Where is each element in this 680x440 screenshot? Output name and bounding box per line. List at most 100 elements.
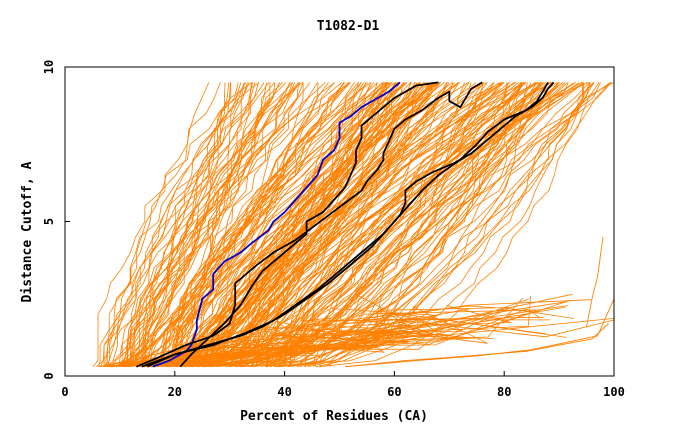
axis-ticks: 0 20 40 60 80 100 0 5 10 [42, 60, 625, 399]
reference-curves [136, 81, 555, 368]
x-axis-label: Percent of Residues (CA) [240, 409, 428, 424]
background-curve [202, 82, 416, 368]
outlier-curve [586, 236, 604, 327]
background-curve [151, 297, 524, 368]
background-curve [124, 316, 544, 368]
reference-curve [146, 81, 549, 368]
background-curve [144, 82, 344, 367]
background-curve [130, 82, 280, 367]
background-curve [130, 82, 326, 367]
background-curve [174, 82, 385, 367]
background-curve [167, 82, 378, 367]
background-curve [142, 309, 421, 368]
y-tick-label: 0 [42, 372, 56, 379]
background-curve [203, 82, 398, 367]
background-curve [260, 82, 560, 368]
background-curve [193, 82, 442, 367]
background-curve [207, 82, 484, 368]
background-curve [161, 82, 404, 368]
x-tick-label: 0 [61, 385, 68, 399]
background-curve [158, 82, 362, 367]
background-curve [160, 82, 329, 367]
x-tick-label: 80 [497, 385, 511, 399]
x-tick-label: 40 [277, 385, 291, 399]
background-curve [110, 82, 245, 368]
background-curves [92, 82, 615, 368]
background-curve [216, 82, 435, 367]
background-curve [189, 334, 453, 368]
background-curve [119, 82, 247, 367]
background-curve [105, 82, 265, 367]
background-curve [153, 305, 568, 368]
reference-curve [136, 81, 483, 368]
background-curve [157, 308, 540, 368]
background-curve [136, 82, 293, 367]
x-tick-label: 60 [387, 385, 401, 399]
background-curve [173, 82, 400, 367]
background-curve [235, 82, 591, 368]
background-curve [111, 326, 494, 368]
background-curve [126, 82, 284, 367]
background-curve [183, 82, 418, 368]
background-curve [308, 82, 583, 368]
background-curve [190, 82, 436, 368]
background-curve [175, 82, 384, 367]
background-curve [181, 82, 372, 367]
y-axis-label: Distance Cutoff, A [20, 161, 35, 302]
background-curve [198, 310, 536, 368]
background-curve [252, 82, 465, 368]
background-curve [119, 82, 287, 367]
background-curve [206, 82, 477, 367]
x-tick-label: 20 [168, 385, 182, 399]
highlight-curve [152, 81, 401, 368]
outlier-curve [344, 298, 615, 368]
background-curve [146, 82, 392, 367]
background-curve [270, 82, 515, 367]
background-curve [319, 82, 600, 368]
background-curve [121, 82, 293, 367]
background-curve [112, 82, 259, 367]
background-curve [195, 318, 615, 368]
background-curve [236, 82, 523, 368]
reference-curve [179, 81, 439, 368]
background-curve [177, 82, 396, 367]
background-curve [240, 82, 488, 367]
background-curve [277, 82, 543, 368]
background-curve [107, 82, 245, 367]
x-tick-label: 100 [603, 385, 625, 399]
background-curve [279, 82, 559, 367]
background-curve [175, 82, 365, 367]
background-curve [202, 82, 538, 368]
background-curve [168, 307, 509, 368]
background-curve [132, 82, 281, 367]
background-curve [205, 82, 440, 367]
background-curve [135, 82, 301, 367]
background-curve [100, 82, 250, 367]
background-curve [211, 82, 459, 368]
background-curve [98, 82, 210, 367]
background-curve [201, 307, 426, 368]
background-curve [266, 82, 595, 368]
background-curve [329, 82, 590, 367]
background-curve [92, 82, 242, 367]
background-curve [98, 316, 307, 368]
background-curve [129, 82, 304, 368]
background-curve [116, 312, 463, 368]
background-curve [278, 82, 612, 367]
background-curve [166, 82, 372, 367]
background-curve [103, 82, 253, 367]
y-tick-label: 5 [42, 218, 56, 225]
background-curve [184, 82, 388, 368]
background-curve [314, 82, 548, 367]
background-curve [106, 82, 221, 367]
background-curve [123, 82, 270, 367]
background-curve [139, 299, 592, 368]
y-tick-label: 10 [42, 60, 56, 74]
background-curve [152, 82, 389, 368]
background-curve [240, 82, 500, 367]
background-curve [135, 82, 299, 367]
background-curve [191, 319, 551, 368]
chart-title: T1082-D1 [317, 19, 380, 34]
background-curve [99, 82, 231, 368]
